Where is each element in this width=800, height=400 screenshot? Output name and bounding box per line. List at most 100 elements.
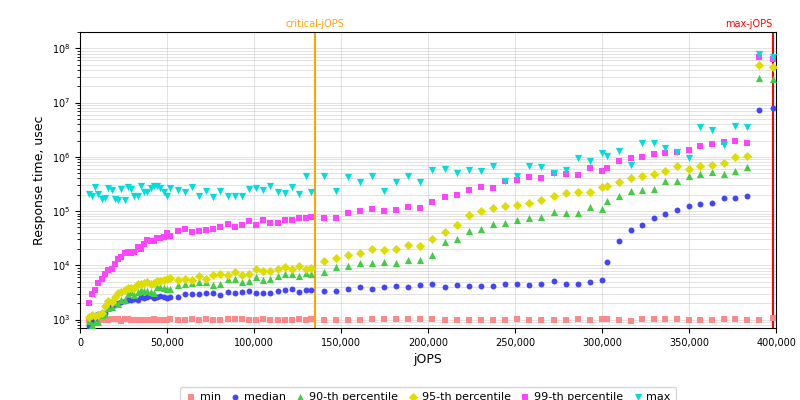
- 95-th percentile: [547, 193, 560, 199]
- 90-th percentile: [102, 305, 114, 311]
- 95-th percentile: [486, 205, 499, 211]
- 95-th percentile: [305, 264, 318, 271]
- median: [682, 203, 695, 210]
- min: [131, 317, 144, 324]
- 90-th percentile: [147, 289, 160, 296]
- max: [718, 142, 730, 148]
- median: [286, 286, 298, 292]
- 99-th percentile: [378, 208, 390, 214]
- 95-th percentile: [242, 271, 255, 277]
- 90-th percentile: [131, 289, 144, 295]
- median: [122, 297, 134, 303]
- median: [354, 284, 366, 290]
- max: [694, 124, 706, 131]
- median: [147, 295, 160, 301]
- 99-th percentile: [535, 174, 548, 181]
- min: [718, 316, 730, 322]
- median: [171, 294, 184, 300]
- 95-th percentile: [128, 284, 141, 291]
- min: [193, 317, 206, 324]
- 90-th percentile: [624, 188, 637, 194]
- X-axis label: jOPS: jOPS: [414, 353, 442, 366]
- 95-th percentile: [342, 252, 354, 258]
- 90-th percentile: [682, 173, 695, 179]
- median: [596, 277, 609, 283]
- max: [158, 189, 170, 196]
- max: [105, 187, 118, 193]
- 90-th percentile: [390, 260, 402, 266]
- 90-th percentile: [636, 187, 649, 194]
- 90-th percentile: [511, 216, 524, 223]
- median: [559, 280, 572, 287]
- 90-th percentile: [105, 304, 118, 310]
- 90-th percentile: [122, 290, 134, 297]
- 90-th percentile: [257, 277, 270, 284]
- 90-th percentile: [186, 280, 198, 286]
- median: [178, 290, 191, 297]
- max: [138, 189, 150, 196]
- min: [706, 317, 718, 324]
- min: [171, 317, 184, 323]
- max: [462, 167, 475, 173]
- 99-th percentile: [112, 256, 125, 262]
- 99-th percentile: [694, 143, 706, 149]
- 95-th percentile: [171, 277, 184, 284]
- 90-th percentile: [729, 168, 742, 175]
- median: [118, 298, 131, 304]
- 90-th percentile: [596, 206, 609, 212]
- 99-th percentile: [752, 54, 765, 60]
- median: [414, 282, 426, 288]
- max: [92, 191, 105, 198]
- max: [122, 184, 134, 191]
- 90-th percentile: [118, 297, 131, 303]
- min: [741, 317, 754, 323]
- 99-th percentile: [402, 204, 414, 210]
- max: [601, 153, 614, 160]
- min: [366, 316, 378, 322]
- 95-th percentile: [98, 303, 111, 309]
- 95-th percentile: [286, 266, 298, 272]
- median: [613, 238, 626, 244]
- 90-th percentile: [278, 271, 291, 278]
- 95-th percentile: [178, 276, 191, 282]
- 95-th percentile: [462, 211, 475, 218]
- min: [250, 317, 262, 324]
- 99-th percentile: [193, 228, 206, 234]
- 90-th percentile: [474, 225, 487, 232]
- median: [186, 291, 198, 297]
- 99-th percentile: [115, 254, 128, 260]
- 90-th percentile: [86, 322, 98, 328]
- 95-th percentile: [438, 228, 451, 235]
- Y-axis label: Response time, usec: Response time, usec: [34, 115, 46, 245]
- 99-th percentile: [144, 238, 157, 244]
- max: [426, 167, 439, 173]
- min: [257, 316, 270, 322]
- min: [498, 317, 511, 323]
- 99-th percentile: [82, 300, 95, 306]
- 99-th percentile: [125, 250, 138, 256]
- min: [293, 316, 306, 322]
- max: [378, 188, 390, 194]
- 90-th percentile: [583, 204, 596, 211]
- min: [82, 317, 95, 323]
- 90-th percentile: [486, 221, 499, 227]
- 90-th percentile: [300, 269, 313, 276]
- 90-th percentile: [193, 279, 206, 286]
- max: [95, 196, 108, 202]
- median: [109, 302, 122, 308]
- 90-th percentile: [559, 210, 572, 216]
- median: [305, 287, 318, 294]
- 90-th percentile: [207, 282, 220, 288]
- median: [141, 294, 154, 300]
- max: [706, 127, 718, 133]
- min: [154, 317, 167, 323]
- min: [624, 317, 637, 324]
- 95-th percentile: [523, 200, 536, 206]
- min: [596, 316, 609, 322]
- min: [128, 317, 141, 324]
- 99-th percentile: [105, 266, 118, 272]
- 95-th percentile: [647, 171, 660, 177]
- 95-th percentile: [193, 273, 206, 279]
- 99-th percentile: [161, 230, 174, 237]
- min: [228, 316, 241, 322]
